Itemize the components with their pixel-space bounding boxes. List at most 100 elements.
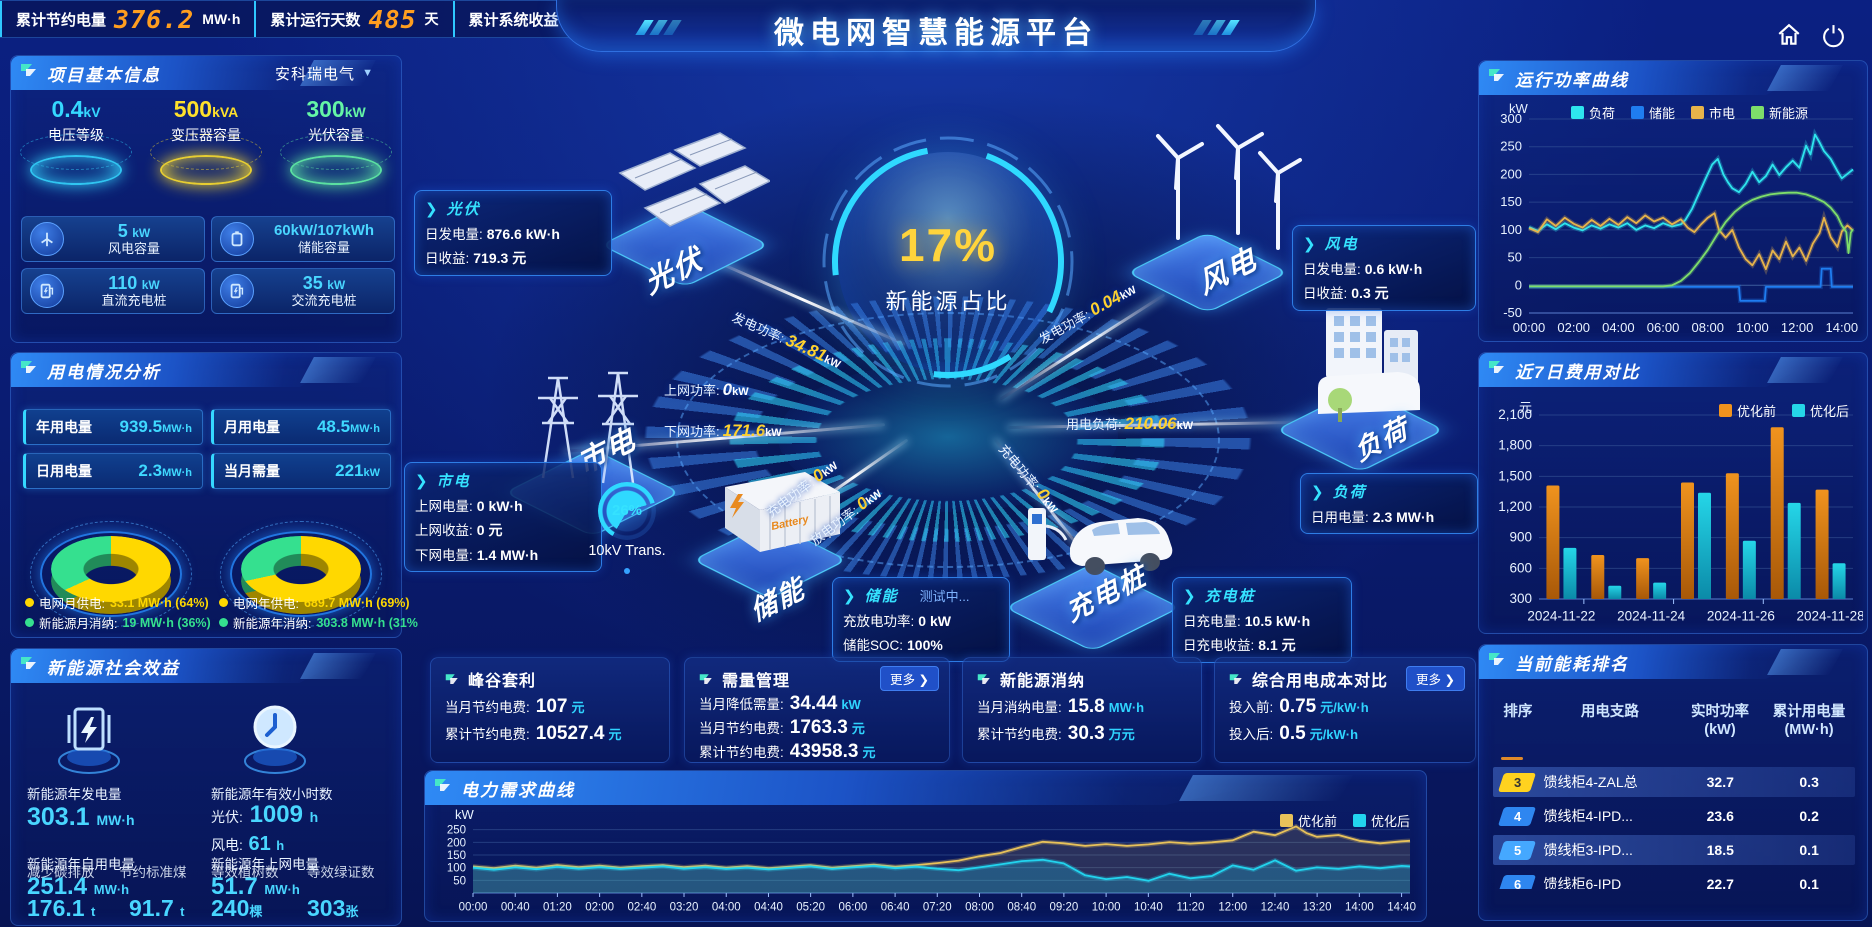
transformer-gauge <box>598 482 656 540</box>
chevron-right-icon: ❯ <box>415 472 430 490</box>
svg-text:1,200: 1,200 <box>1498 499 1532 514</box>
pv-box-title: ❯ 光伏 <box>425 200 481 219</box>
svg-text:50: 50 <box>453 875 466 887</box>
benefit-label: 等效植树数 <box>211 865 279 880</box>
load-box-row: 日用电量: 2.3 MW·h <box>1311 509 1435 525</box>
svg-text:00:00: 00:00 <box>459 902 488 914</box>
kpi-cost-compare: 综合用电成本对比 更多 ❯ 投入前: 0.75 元/kW·h 投入后: 0.5 元/kW… <box>1214 657 1476 763</box>
pedestal-disc <box>30 155 122 185</box>
wind-info-box: ❯ 风电 日发电量: 0.6 kW·h 日收益: 0.3 元 <box>1292 225 1476 311</box>
panel-energy-ranking: 当前能耗排名 排序 用电支路 实时功率 (kW) 累计用电量 (MW·h) 3 馈线柜… <box>1478 644 1868 921</box>
svg-text:50: 50 <box>1508 250 1522 265</box>
chevron-down-icon[interactable]: ▼ <box>362 67 375 79</box>
donut-ring <box>220 521 382 627</box>
chevron-right-icon: ❯ <box>843 587 858 605</box>
pv-info-box: ❯ 光伏 日发电量: 876.6 kW·h 日收益: 719.3 元 <box>414 190 612 276</box>
rank-badge: 4 <box>1497 806 1537 826</box>
flag-icon <box>1229 673 1242 684</box>
legend-item[interactable]: 储能 <box>1631 103 1675 122</box>
power-button[interactable] <box>1816 18 1850 52</box>
pedestal-transformer: 500kVA 变压器容量 <box>147 96 265 185</box>
page-title: 微电网智慧能源平台 <box>774 17 1098 50</box>
table-row[interactable]: 5 馈线柜3-IPD... 18.5 0.1 <box>1493 835 1855 865</box>
power-towers-icon <box>538 371 638 484</box>
legend-item[interactable]: 新能源 <box>1751 103 1808 122</box>
title-band <box>556 0 1316 52</box>
table-row[interactable]: 6 馈线柜6-IPD 22.7 0.1 <box>1493 869 1855 889</box>
pv-box-row: 日发电量: 876.6 kW·h <box>425 226 560 242</box>
flow-grid-export: 上网功率: 0kW <box>664 380 749 399</box>
svg-text:04:00: 04:00 <box>712 902 741 914</box>
panel-ranking-header: 当前能耗排名 <box>1479 645 1867 679</box>
chevron-right-icon: ❯ <box>1311 483 1326 501</box>
kpi-row: 累计节约电费: 30.3 万元 <box>977 723 1135 744</box>
legend-grid-month: 电网月供电: 33.1 MW·h (64%) <box>25 593 209 612</box>
flag-icon <box>21 64 36 76</box>
panel-usage-analysis: 用电情况分析 年用电量 939.5MW·h 月用电量 48.5MW·h 日用电量 2.… <box>10 352 418 638</box>
svg-text:300: 300 <box>1500 111 1522 126</box>
home-button[interactable] <box>1772 18 1806 52</box>
pedestal-pv: 300kW 光伏容量 <box>277 96 395 185</box>
table-row[interactable]: 3 馈线柜4-ZAL总 32.7 0.3 <box>1493 767 1855 797</box>
flag-icon <box>435 779 450 791</box>
panel-title: 电力需求曲线 <box>461 780 575 800</box>
card-dc-charger: 110 kW 直流充电桩 <box>21 268 205 314</box>
legend-green-month: 新能源月消纳: 19 MW·h (36%) <box>25 613 211 632</box>
company-select[interactable]: 安科瑞电气 <box>274 65 355 83</box>
runpower-unit-label: kW <box>1509 101 1528 116</box>
wind-turbine-icon <box>30 222 64 256</box>
benefit-value: 176.1 t <box>27 895 96 921</box>
ev-info-box: ❯ 充电桩 日充电量: 10.5 kW·h 日充电收益: 8.1 元 <box>1172 577 1352 663</box>
svg-text:14:00: 14:00 <box>1345 902 1374 914</box>
more-button[interactable]: 更多 ❯ <box>1406 666 1465 691</box>
pedestal-value: 300 <box>306 96 345 122</box>
svg-text:200: 200 <box>447 837 466 849</box>
svg-text:11:20: 11:20 <box>1177 902 1205 914</box>
col-power: 实时功率 (kW) <box>1690 704 1749 739</box>
svg-text:250: 250 <box>1500 139 1522 154</box>
svg-text:04:40: 04:40 <box>754 902 783 914</box>
svg-text:10:40: 10:40 <box>1134 902 1163 914</box>
flag-icon <box>977 673 990 684</box>
ranking-header-row: 排序 用电支路 实时功率 (kW) 累计用电量 (MW·h) <box>1493 703 1855 739</box>
center-ring-arcs <box>822 136 1074 388</box>
legend-item[interactable]: 优化后 <box>1791 401 1849 420</box>
kpi-renewable-consumption: 新能源消纳 当月消纳电量: 15.8 MW·h 累计节约电费: 30.3 万元 <box>962 657 1202 763</box>
cost7-chart: 300 600 900 1,200 1,500 1,800 2,100 2024-11-22 2… <box>1483 401 1864 634</box>
panel-benefit-header: 新能源社会效益 <box>11 649 401 683</box>
chevron-right-icon: ❯ <box>1303 235 1318 253</box>
benefit-label: 减少碳排放 <box>27 865 95 880</box>
svg-text:00:00: 00:00 <box>1513 320 1546 335</box>
pedestal-unit: kV <box>83 104 101 120</box>
svg-text:1,500: 1,500 <box>1498 468 1532 483</box>
svg-text:06:00: 06:00 <box>838 902 867 914</box>
flow-load: 用电负荷: 210.06kW <box>1066 414 1194 433</box>
donut-ring <box>30 521 192 627</box>
more-button[interactable]: 更多 ❯ <box>880 666 939 691</box>
scroll-indicator[interactable] <box>1501 757 1523 760</box>
cost7-svg: 300 600 900 1,200 1,500 1,800 2,100 2024-11-22 2… <box>1498 407 1864 624</box>
load-box-title: ❯ 负荷 <box>1311 483 1367 502</box>
donut-year-chart <box>241 536 361 602</box>
table-row[interactable]: 4 馈线柜4-IPD... 23.6 0.2 <box>1493 801 1855 831</box>
clock-icon <box>244 705 306 774</box>
svg-text:10:00: 10:00 <box>1736 320 1769 335</box>
legend-item[interactable]: 优化前 <box>1279 811 1337 830</box>
bess-box-row: 充放电功率: 0 kW <box>843 613 951 629</box>
col-rank: 排序 <box>1503 704 1533 720</box>
kpi-title: 新能源消纳 <box>977 667 1187 691</box>
bess-status: 测试中... <box>919 589 970 604</box>
legend-item[interactable]: 负荷 <box>1571 103 1615 122</box>
svg-text:08:40: 08:40 <box>1007 902 1036 914</box>
legend-item[interactable]: 优化后 <box>1352 811 1410 830</box>
flag-icon <box>21 361 36 373</box>
runpower-chart: -50 0 50 100 150 200 250 300 00:00 02:00 04:00 06:0… <box>1483 105 1863 344</box>
wind-box-row: 日收益: 0.3 元 <box>1303 285 1389 301</box>
grid-box-row: 上网收益: 0 元 <box>415 522 503 538</box>
legend-item[interactable]: 市电 <box>1691 103 1735 122</box>
legend-item[interactable]: 优化前 <box>1718 401 1776 420</box>
benefit-value: 91.7 t <box>129 895 185 921</box>
donut-year <box>220 495 382 645</box>
svg-text:2024-11-22: 2024-11-22 <box>1527 609 1595 624</box>
pedestal-voltage: 0.4kV 电压等级 <box>17 96 135 185</box>
